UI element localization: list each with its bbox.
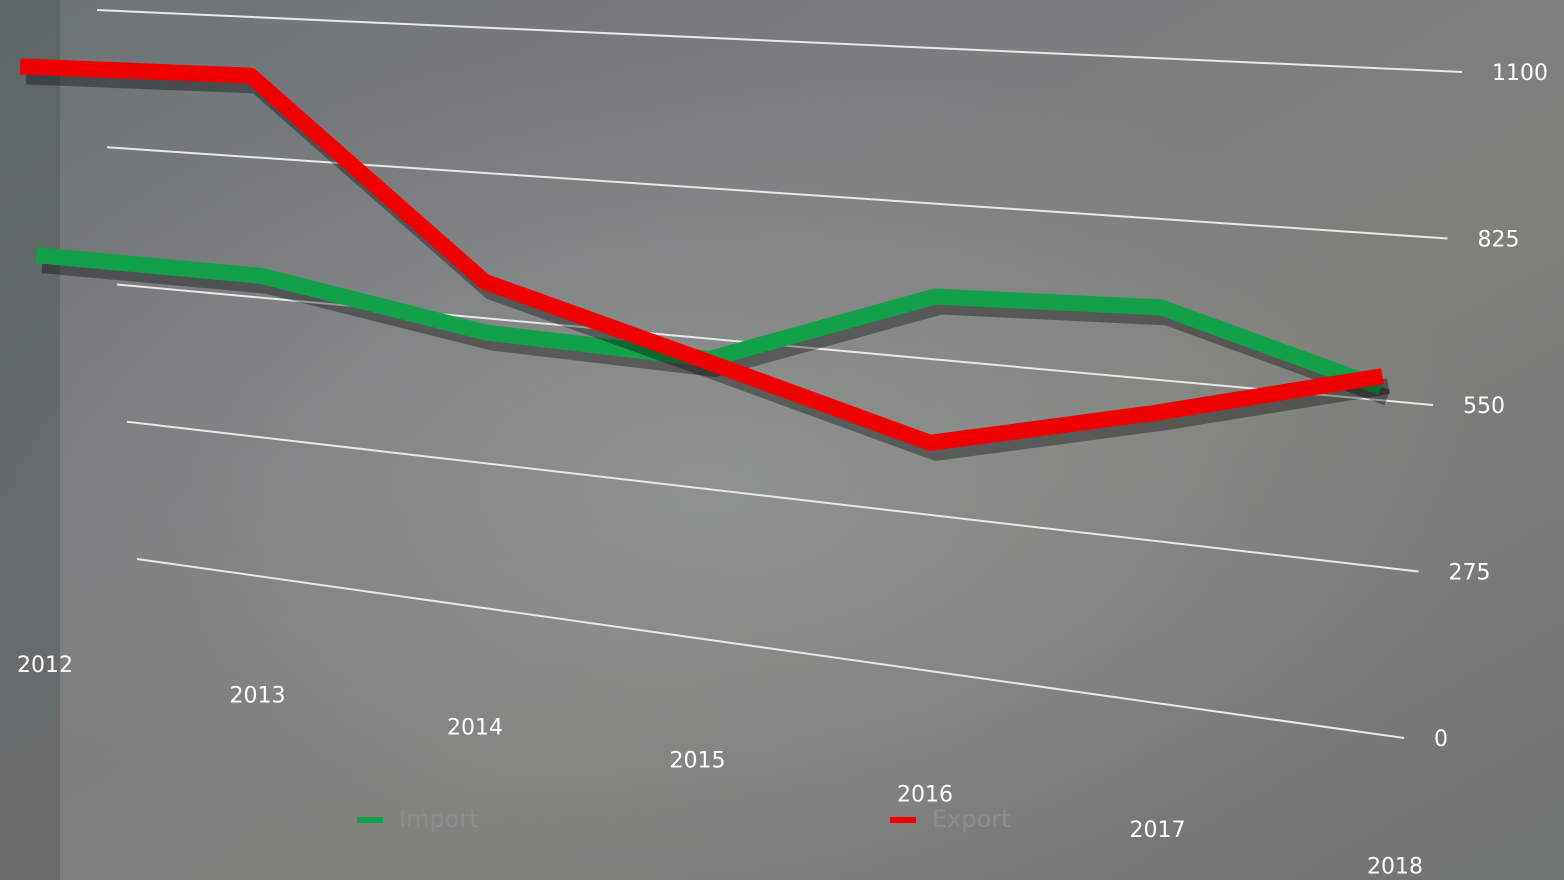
background-shade <box>0 0 60 880</box>
x-tick-label: 2012 <box>17 653 73 678</box>
x-tick-label: 2015 <box>670 748 726 773</box>
y-tick-label: 275 <box>1449 561 1491 586</box>
y-tick-label: 825 <box>1478 228 1520 253</box>
legend-label: Export <box>932 805 1011 833</box>
x-tick-label: 2017 <box>1130 818 1186 843</box>
background-glow <box>0 0 1564 880</box>
x-tick-label: 2018 <box>1367 855 1423 880</box>
x-tick-label: 2013 <box>230 684 286 709</box>
chart: 0 275 550 825 1100 2012 2013 2014 2015 2016 2017 20… <box>0 0 1564 880</box>
x-tick-label: 2014 <box>447 715 503 740</box>
y-tick-label: 1100 <box>1492 61 1548 86</box>
y-tick-label: 550 <box>1463 394 1505 419</box>
x-tick-label: 2016 <box>897 783 953 808</box>
y-tick-label: 0 <box>1434 727 1448 752</box>
legend-label: Import <box>399 805 479 833</box>
